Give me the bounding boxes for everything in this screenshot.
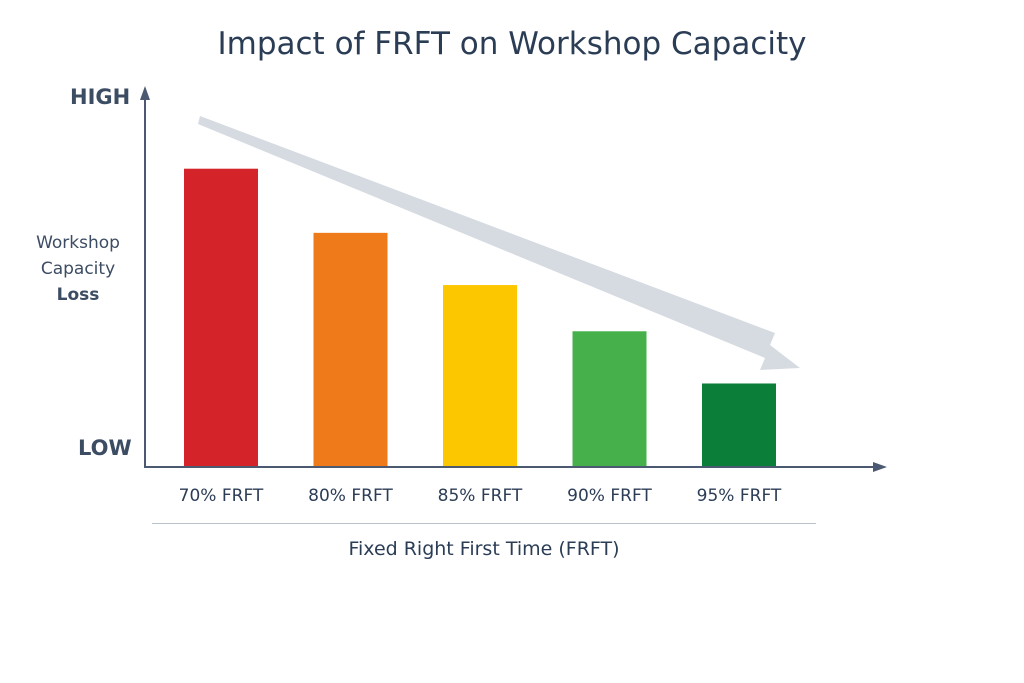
y-axis-label-line-1: Workshop — [36, 233, 120, 253]
trend-arrow — [198, 116, 800, 370]
bar-90-frft — [572, 331, 647, 467]
x-tick-labels: 70% FRFT 80% FRFT 85% FRFT 90% FRFT 95% FRFT — [179, 486, 782, 506]
chart-title: Impact of FRFT on Workshop Capacity — [217, 26, 807, 62]
x-tick-label: 90% FRFT — [567, 486, 652, 506]
bar-80-frft — [313, 232, 388, 467]
x-tick-label: 70% FRFT — [179, 486, 264, 506]
bar-95-frft — [702, 383, 776, 467]
x-axis-arrowhead — [873, 462, 887, 472]
y-axis-label-line-3: Loss — [56, 285, 100, 305]
y-axis-high-label: HIGH — [70, 85, 131, 109]
bars-group — [184, 168, 776, 467]
x-axis-label: Fixed Right First Time (FRFT) — [348, 538, 620, 560]
x-tick-label: 80% FRFT — [308, 486, 393, 506]
x-tick-label: 95% FRFT — [697, 486, 782, 506]
bar-85-frft — [443, 285, 517, 467]
y-axis-arrowhead — [140, 86, 150, 100]
bar-70-frft — [184, 168, 258, 467]
x-tick-label: 85% FRFT — [438, 486, 523, 506]
y-axis-label-line-2: Capacity — [40, 259, 116, 279]
y-axis-label: Workshop Capacity Loss — [18, 230, 138, 308]
y-axis-low-label: LOW — [78, 436, 132, 460]
x-axis-divider — [152, 523, 816, 524]
